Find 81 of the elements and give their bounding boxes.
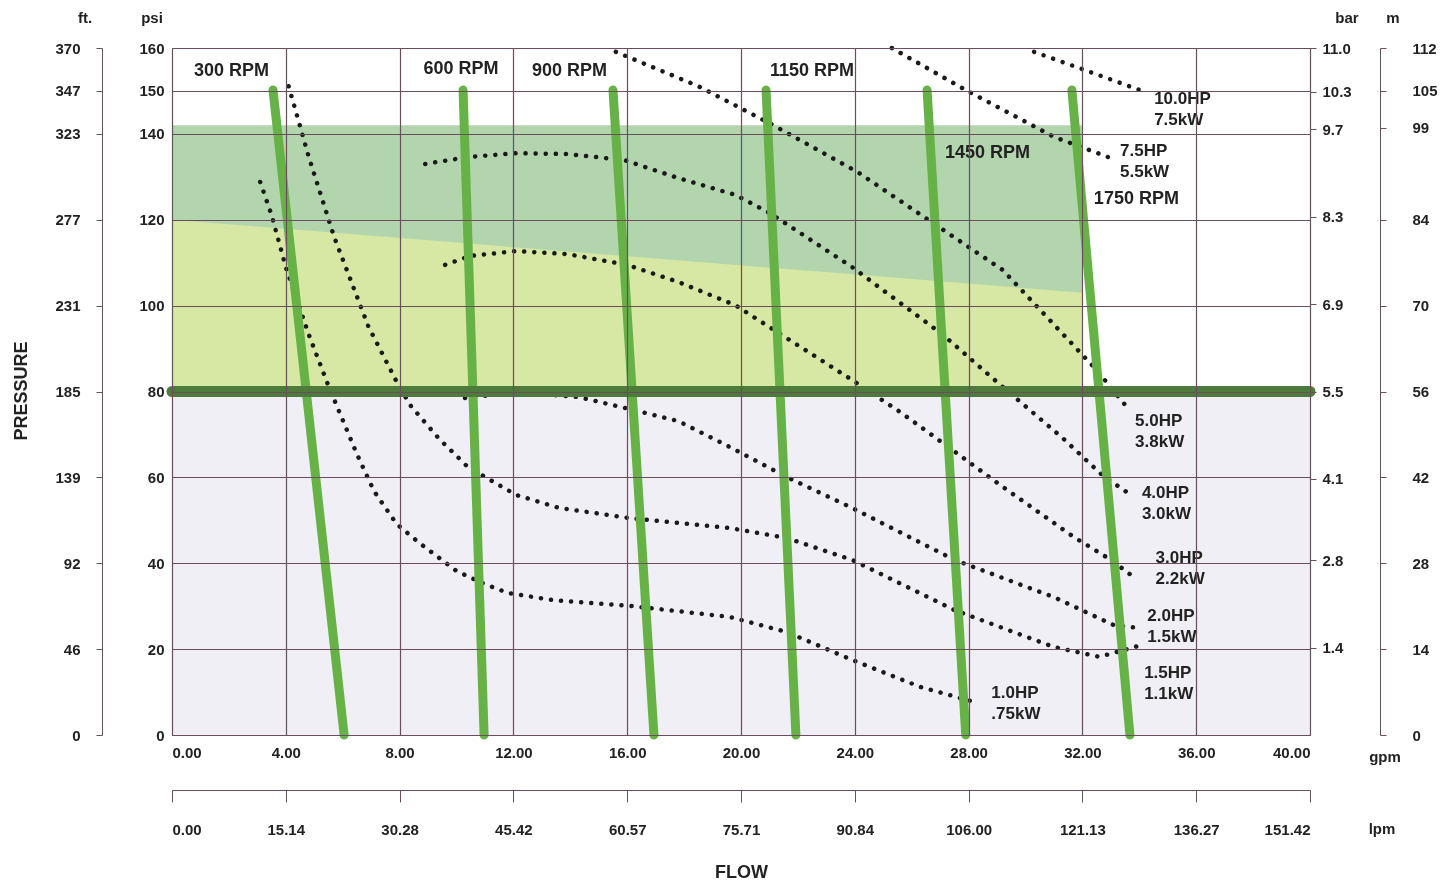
x2-tick-label: 0.00 xyxy=(172,820,202,838)
y3-tick-label: 28 xyxy=(1412,554,1430,572)
series-label: 600 RPM xyxy=(423,58,499,79)
text: 92 xyxy=(63,554,81,572)
text: PRESSURE xyxy=(11,341,31,441)
series-label: 7.5HP 5.5kW xyxy=(1120,141,1171,182)
text: 277 xyxy=(55,211,81,229)
y-tick-label: 20 xyxy=(147,640,165,658)
y3-tick-label: 84 xyxy=(1412,211,1430,229)
y2-tick-label: 6.9 xyxy=(1322,295,1344,313)
series-label: 1.0HP .75kW xyxy=(991,682,1042,723)
text: ft. xyxy=(77,9,93,26)
y2-tick-label: 10.3 xyxy=(1322,83,1352,101)
x-tick-label: 36.00 xyxy=(1177,743,1216,761)
series-label: 4.0HP 3.0kW xyxy=(1141,482,1193,523)
x-tick-label: 40.00 xyxy=(1272,743,1311,761)
y3-tick-label: 99 xyxy=(1412,119,1430,137)
text: gpm xyxy=(1369,748,1401,765)
text: 370 xyxy=(55,39,81,57)
text: bar xyxy=(1335,9,1359,26)
series-label: 2.0HP 1.5kW xyxy=(1147,606,1198,647)
text: m xyxy=(1386,9,1400,26)
y2-tick-label: 8.3 xyxy=(1322,208,1344,226)
y2-tick-label: 2.8 xyxy=(1322,551,1344,569)
x-tick-label: 20.00 xyxy=(722,743,761,761)
x2-tick-label: 75.71 xyxy=(722,820,761,838)
text: 231 xyxy=(55,297,81,315)
y2-tick-label: 1.4 xyxy=(1322,639,1345,657)
y3-tick-label: 56 xyxy=(1412,383,1430,400)
y-tick-label: 140 xyxy=(139,125,165,143)
x2-tick-label: 30.28 xyxy=(381,820,419,838)
y3-tick-label: 70 xyxy=(1412,297,1430,315)
x2-tick-label: 151.42 xyxy=(1264,820,1311,838)
x2-tick-label: 15.14 xyxy=(267,820,306,838)
y2-tick-label: 5.5 xyxy=(1322,383,1344,400)
x2-tick-label: 136.27 xyxy=(1173,820,1220,838)
y-tick-label: 120 xyxy=(139,211,165,229)
y3-tick-label: 112 xyxy=(1412,39,1437,57)
x-tick-label: 24.00 xyxy=(836,743,875,761)
y3-tick-label: 0 xyxy=(1412,726,1421,744)
x-tick-label: 32.00 xyxy=(1064,743,1102,761)
series-label: 900 RPM xyxy=(531,60,607,81)
y-tick-label: 100 xyxy=(139,297,165,315)
x-tick-label: 0.00 xyxy=(172,743,202,761)
text: 139 xyxy=(55,468,81,486)
x2-tick-label: 60.57 xyxy=(608,820,647,838)
x-tick-label: 12.00 xyxy=(495,743,533,761)
text: 347 xyxy=(55,82,81,100)
text: 0 xyxy=(72,726,81,744)
y3-tick-label: 14 xyxy=(1412,640,1430,658)
y-tick-label: 0 xyxy=(156,726,165,744)
y-tick-label: 80 xyxy=(147,383,165,400)
y3-tick-label: 105 xyxy=(1412,82,1438,100)
y3-tick-label: 42 xyxy=(1412,468,1430,486)
y2-tick-label: 11.0 xyxy=(1322,39,1351,57)
x2-tick-label: 45.42 xyxy=(495,820,533,838)
text: 323 xyxy=(55,125,81,143)
text: 185 xyxy=(55,383,81,400)
x2-tick-label: 90.84 xyxy=(836,820,875,838)
text: 46 xyxy=(63,640,81,658)
series-label: 5.0HP 3.8kW xyxy=(1135,410,1186,451)
x2-tick-label: 106.00 xyxy=(946,820,993,838)
series-label: 1150 RPM xyxy=(770,60,855,81)
text: psi xyxy=(141,9,163,26)
y-tick-label: 40 xyxy=(147,554,165,572)
x-tick-label: 16.00 xyxy=(608,743,647,761)
x2-tick-label: 121.13 xyxy=(1059,820,1106,838)
x-tick-label: 28.00 xyxy=(950,743,988,761)
x-axis-title: FLOW xyxy=(715,861,768,882)
y-tick-label: 160 xyxy=(139,39,165,57)
series-label: 300 RPM xyxy=(193,60,269,81)
series-label: 1750 RPM xyxy=(1093,188,1179,209)
y-tick-label: 150 xyxy=(139,82,165,100)
line-series xyxy=(889,45,1111,160)
y2-tick-label: 4.1 xyxy=(1322,470,1344,488)
y2-tick-label: 9.7 xyxy=(1322,120,1344,138)
series-label: 1.5HP 1.1kW xyxy=(1144,662,1195,703)
x-tick-label: 4.00 xyxy=(271,743,301,761)
x-tick-label: 8.00 xyxy=(385,743,415,761)
text: lpm xyxy=(1368,820,1396,837)
y-tick-label: 60 xyxy=(147,468,165,486)
